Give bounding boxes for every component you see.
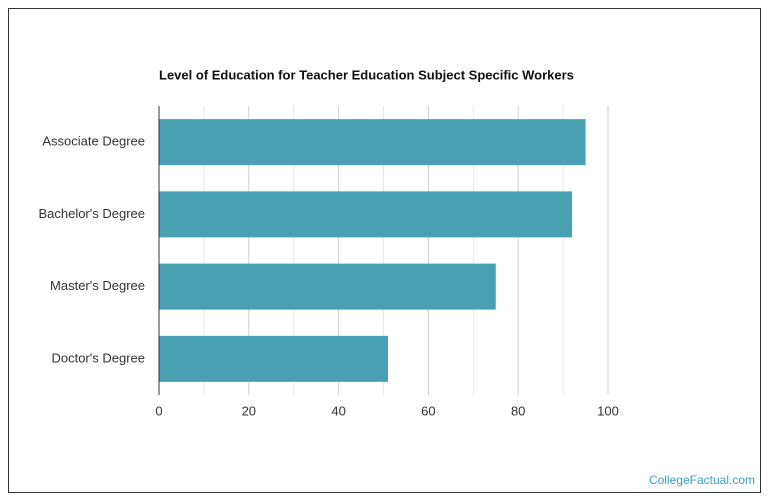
y-tick-label: Doctor's Degree xyxy=(51,350,145,365)
y-tick-label: Associate Degree xyxy=(42,134,145,149)
bar xyxy=(159,335,388,382)
bar xyxy=(159,263,496,310)
frame xyxy=(8,8,761,493)
x-tick-label: 0 xyxy=(155,403,162,418)
bar xyxy=(159,119,586,166)
x-tick-label: 60 xyxy=(421,403,435,418)
y-tick-label: Bachelor's Degree xyxy=(38,206,145,221)
x-tick-label: 100 xyxy=(597,403,619,418)
x-tick-label: 80 xyxy=(511,403,525,418)
x-tick-label: 40 xyxy=(331,403,345,418)
chart-title: Level of Education for Teacher Education… xyxy=(159,67,574,82)
y-tick-label: Master's Degree xyxy=(50,278,145,293)
x-tick-label: 20 xyxy=(242,403,256,418)
watermark[interactable]: CollegeFactual.com xyxy=(649,473,755,487)
bar xyxy=(159,191,573,238)
